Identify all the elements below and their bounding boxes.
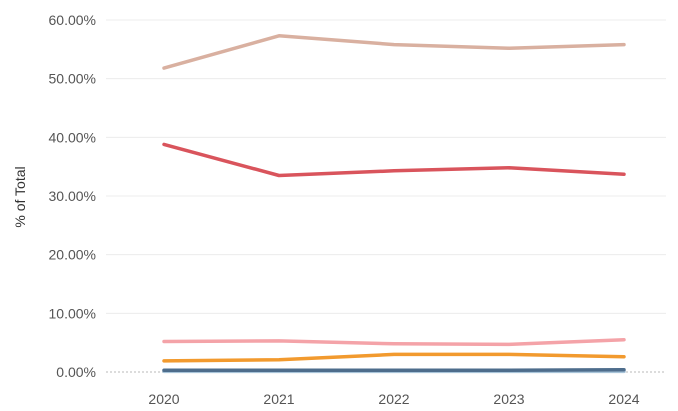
x-tick-label: 2020 xyxy=(148,391,179,407)
x-tick-label: 2022 xyxy=(378,391,409,407)
series-line-2 xyxy=(162,142,626,178)
x-tick-label: 2024 xyxy=(608,391,639,407)
y-tick-label: 0.00% xyxy=(56,364,96,380)
y-tick-label: 30.00% xyxy=(49,188,96,204)
x-tick-label: 2021 xyxy=(263,391,294,407)
y-tick-label: 10.00% xyxy=(49,305,96,321)
y-tick-label: 20.00% xyxy=(49,247,96,263)
y-tick-label: 40.00% xyxy=(49,129,96,145)
x-axis: 2020 2021 2022 2023 2024 xyxy=(148,391,639,407)
y-axis-title: % of Total xyxy=(12,166,28,227)
series-line-3 xyxy=(162,337,626,347)
y-tick-label: 60.00% xyxy=(49,12,96,28)
series-line-5 xyxy=(162,367,626,372)
series-lines xyxy=(162,34,626,374)
x-tick-label: 2023 xyxy=(493,391,524,407)
gridlines xyxy=(106,19,666,373)
y-tick-label: 50.00% xyxy=(49,71,96,87)
series-line-1 xyxy=(162,34,626,70)
y-axis: 0.00% 10.00% 20.00% 30.00% 40.00% 50.00% 60.00… xyxy=(49,12,96,380)
series-line-4 xyxy=(162,352,626,363)
